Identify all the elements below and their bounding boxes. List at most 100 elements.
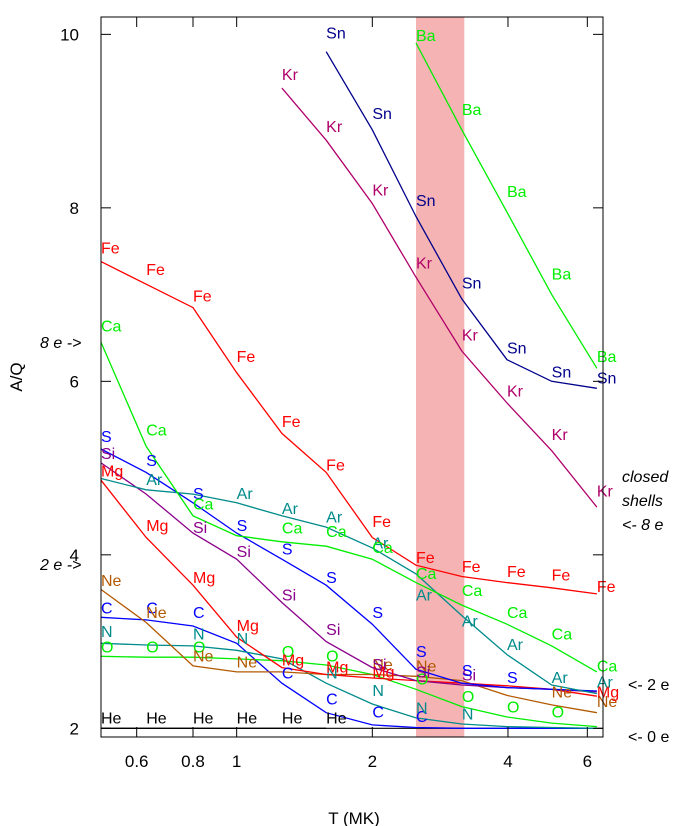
x-tick-label: 0.6 bbox=[125, 752, 149, 771]
series-line-n bbox=[100, 642, 597, 729]
point-label-ne: Ne bbox=[372, 657, 393, 674]
point-label-ba: Ba bbox=[597, 349, 617, 366]
tick-layer: 0.6 0.8 1 2 4 6 2 4 6 8 10 bbox=[60, 17, 603, 771]
point-label-kr: Kr bbox=[282, 67, 299, 84]
point-label-s: S bbox=[146, 453, 157, 470]
point-label-o: O bbox=[552, 705, 564, 722]
point-label-ne: Ne bbox=[552, 685, 573, 702]
point-label-si: Si bbox=[101, 446, 115, 463]
point-label-o: O bbox=[146, 640, 158, 657]
point-label-o: O bbox=[282, 644, 294, 661]
point-label-ca: Ca bbox=[552, 627, 573, 644]
series-line-mg bbox=[100, 479, 597, 697]
point-label-he: He bbox=[101, 711, 122, 728]
point-label-s: S bbox=[101, 429, 112, 446]
point-label-c: C bbox=[146, 601, 158, 618]
point-label-s: S bbox=[282, 542, 293, 559]
series-line-ne bbox=[100, 588, 598, 714]
point-label-he: He bbox=[237, 711, 258, 728]
point-label-mg: Mg bbox=[193, 570, 215, 587]
point-label-fe: Fe bbox=[552, 568, 571, 585]
point-label-ar: Ar bbox=[507, 637, 524, 654]
point-label-sn: Sn bbox=[372, 106, 392, 123]
x-tick-label: 6 bbox=[583, 752, 592, 771]
shaded-band bbox=[415, 17, 465, 737]
point-label-fe: Fe bbox=[193, 288, 212, 305]
point-label-he: He bbox=[146, 711, 167, 728]
point-label-ca: Ca bbox=[372, 540, 393, 557]
point-label-mg: Mg bbox=[326, 660, 348, 677]
point-label-fe: Fe bbox=[101, 241, 120, 258]
point-label-o: O bbox=[416, 672, 428, 689]
point-label-fe: Fe bbox=[462, 559, 481, 576]
annotation-8e-right: <- 8 e bbox=[622, 517, 663, 534]
y-tick-label: 2 bbox=[70, 719, 79, 738]
point-label-kr: Kr bbox=[507, 384, 524, 401]
series-line-ar bbox=[100, 477, 598, 695]
point-label-si: Si bbox=[326, 622, 340, 639]
plot-frame bbox=[100, 16, 604, 738]
point-label-ca: Ca bbox=[416, 566, 437, 583]
point-label-n: N bbox=[101, 624, 113, 641]
y-tick-label: 10 bbox=[60, 25, 79, 44]
point-label-mg: Mg bbox=[146, 518, 168, 535]
point-label-kr: Kr bbox=[552, 427, 569, 444]
point-label-si: Si bbox=[193, 520, 207, 537]
point-label-fe: Fe bbox=[326, 457, 345, 474]
point-label-fe: Fe bbox=[597, 579, 616, 596]
point-label-si: Si bbox=[237, 544, 251, 561]
point-label-n: N bbox=[462, 706, 474, 723]
point-label-o: O bbox=[101, 640, 113, 657]
point-label-mg: Mg bbox=[237, 618, 259, 635]
point-label-mg: Mg bbox=[101, 463, 123, 480]
x-tick-label: 1 bbox=[232, 752, 241, 771]
point-label-ca: Ca bbox=[507, 605, 528, 622]
point-label-ne: Ne bbox=[193, 648, 214, 665]
series-line-fe bbox=[100, 261, 597, 595]
point-label-o: O bbox=[462, 689, 474, 706]
point-label-ar: Ar bbox=[146, 472, 163, 489]
point-label-ar: Ar bbox=[597, 674, 614, 691]
point-label-si: Si bbox=[372, 657, 386, 674]
point-label-ne: Ne bbox=[237, 654, 258, 671]
point-label-c: C bbox=[416, 709, 428, 726]
point-label-ba: Ba bbox=[507, 184, 527, 201]
point-label-mg: Mg bbox=[597, 685, 619, 702]
point-label-s: S bbox=[416, 644, 427, 661]
point-label-s: S bbox=[507, 670, 518, 687]
y-tick-label: 4 bbox=[70, 546, 79, 565]
point-label-mg: Mg bbox=[282, 653, 304, 670]
point-label-si: Si bbox=[416, 665, 430, 682]
point-label-s: S bbox=[193, 486, 204, 503]
point-label-c: C bbox=[372, 705, 384, 722]
point-label-ca: Ca bbox=[462, 583, 483, 600]
point-label-n: N bbox=[372, 683, 384, 700]
point-label-kr: Kr bbox=[462, 327, 479, 344]
point-label-c: C bbox=[326, 692, 338, 709]
x-tick-label: 2 bbox=[368, 752, 377, 771]
point-label-sn: Sn bbox=[326, 25, 346, 42]
y-axis-title: A/Q bbox=[7, 362, 26, 391]
point-label-c: C bbox=[101, 601, 113, 618]
point-label-kr: Kr bbox=[372, 182, 389, 199]
point-label-he: He bbox=[282, 711, 303, 728]
point-label-c: C bbox=[282, 666, 294, 683]
point-label-sn: Sn bbox=[597, 371, 617, 388]
series-layer bbox=[100, 42, 603, 729]
point-label-he: He bbox=[193, 711, 214, 728]
point-label-sn: Sn bbox=[462, 275, 482, 292]
annotation-shells: shells bbox=[622, 493, 663, 510]
point-label-ar: Ar bbox=[462, 614, 479, 631]
point-label-fe: Fe bbox=[282, 414, 301, 431]
point-label-ba: Ba bbox=[416, 28, 436, 45]
point-label-ca: Ca bbox=[282, 521, 303, 538]
point-label-ca: Ca bbox=[326, 524, 347, 541]
point-label-c: C bbox=[193, 605, 205, 622]
point-label-ne: Ne bbox=[597, 694, 618, 711]
point-label-ar: Ar bbox=[326, 509, 343, 526]
point-label-ar: Ar bbox=[237, 486, 254, 503]
point-label-he: He bbox=[326, 711, 347, 728]
point-label-fe: Fe bbox=[237, 349, 256, 366]
point-label-ba: Ba bbox=[552, 267, 572, 284]
